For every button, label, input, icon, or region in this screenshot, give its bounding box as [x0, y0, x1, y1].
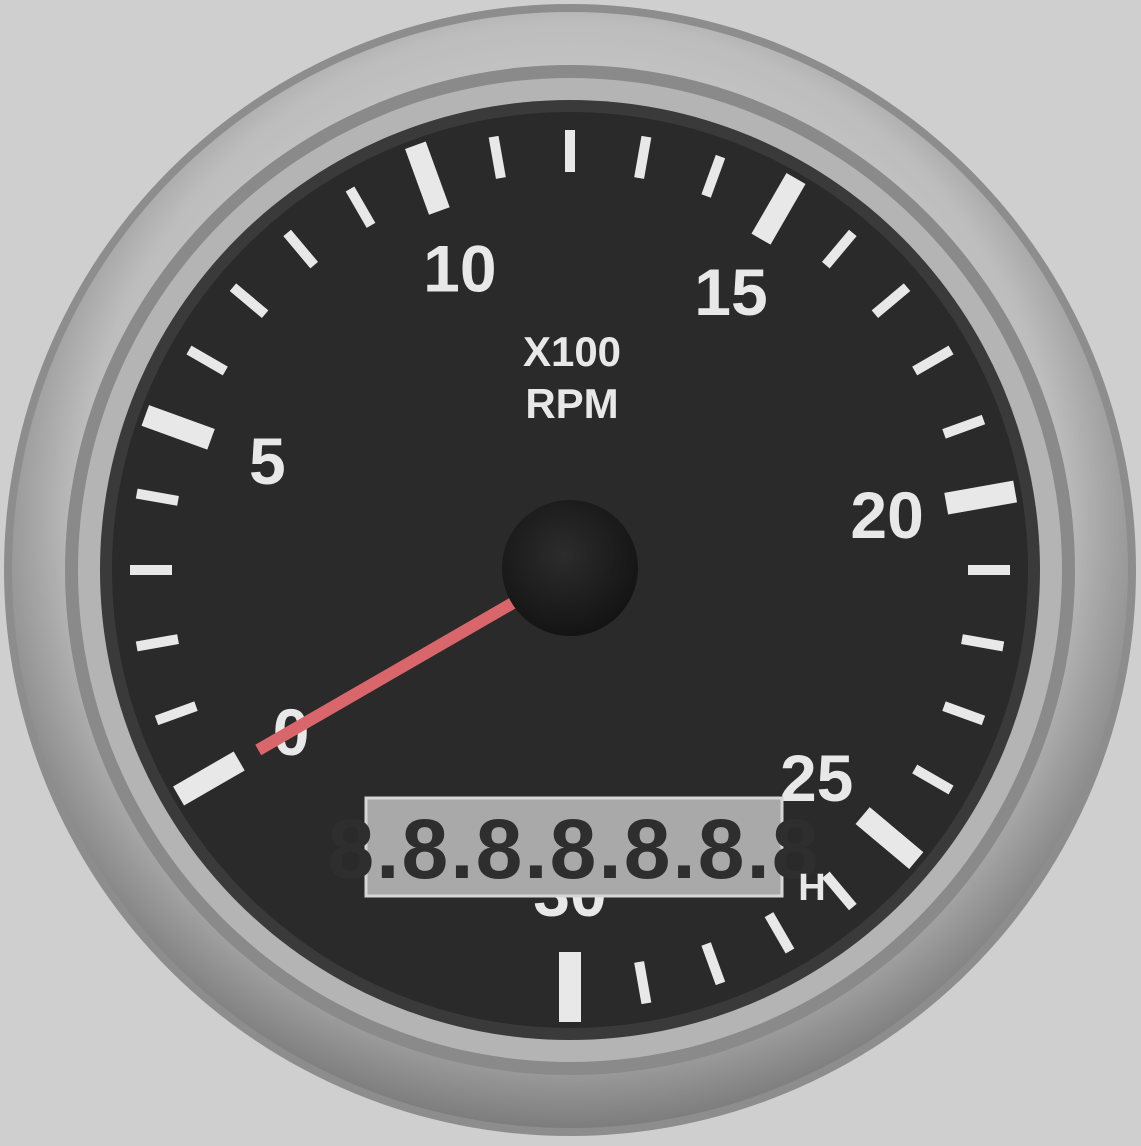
minor-tick [701, 154, 726, 198]
minor-tick [961, 634, 1005, 652]
lcd-unit-label: H [798, 867, 825, 909]
unit-label: RPM [525, 380, 618, 427]
major-tick [855, 807, 924, 869]
major-tick [944, 480, 1018, 515]
minor-tick [229, 283, 269, 319]
minor-tick [912, 345, 954, 376]
lcd-digits: 8.8.8.8.8.8.8 [327, 802, 820, 896]
major-tick [751, 173, 806, 245]
minor-tick [764, 912, 795, 954]
minor-tick [634, 135, 652, 179]
minor-tick [186, 345, 228, 376]
scale-label: 25 [780, 741, 853, 815]
major-tick [141, 405, 215, 450]
minor-tick [701, 942, 726, 986]
minor-tick [488, 135, 506, 179]
scale-label: 10 [423, 231, 496, 305]
tick-marks [130, 130, 1018, 1022]
minor-tick [821, 229, 857, 269]
major-tick [405, 141, 450, 215]
minor-tick [283, 229, 319, 269]
minor-tick [821, 871, 857, 911]
lcd-display [364, 796, 784, 898]
minor-tick [135, 634, 179, 652]
minor-tick [942, 414, 986, 439]
scale-label: 5 [249, 424, 286, 498]
minor-tick [942, 701, 986, 726]
minor-tick [634, 961, 652, 1005]
scale-label: 15 [694, 255, 767, 329]
scale-label: 20 [850, 478, 923, 552]
minor-tick [154, 701, 198, 726]
needle-hub [502, 500, 638, 636]
multiplier-label: X100 [523, 328, 621, 375]
minor-tick [871, 283, 911, 319]
minor-tick [345, 186, 376, 228]
minor-tick [912, 764, 954, 795]
minor-tick [135, 488, 179, 506]
major-tick [173, 751, 245, 806]
